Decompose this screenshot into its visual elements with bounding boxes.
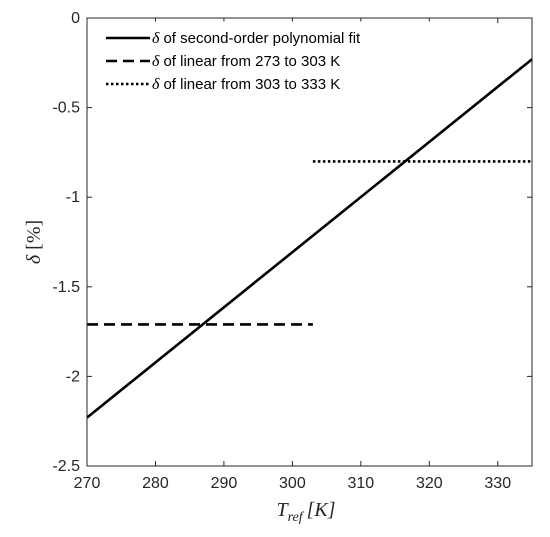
x-axis-label-unit: [K] [307,499,336,521]
y-tick-label: -2.5 [52,458,80,475]
legend-box [99,21,441,99]
x-tick-label: 270 [74,475,101,492]
legend-text: of linear from 303 to 333 K [163,76,340,93]
y-tick-label: -1 [66,189,80,206]
legend-symbol: δ [152,76,160,93]
x-axis-label-sub: ref [288,510,305,525]
legend-symbol: δ [152,30,160,47]
x-tick-label: 310 [347,475,374,492]
legend-symbol: δ [152,53,160,70]
y-tick-label: -2 [66,368,80,385]
legend-label-2: δ of linear from 273 to 303 K [152,53,340,70]
y-axis-label-symbol: δ [23,254,45,264]
legend-text: of second-order polynomial fit [163,30,361,47]
x-tick-label: 330 [484,475,511,492]
x-tick-label: 290 [211,475,238,492]
x-tick-label: 280 [142,475,169,492]
y-axis-label: δ [%] [23,220,45,264]
y-tick-label: -0.5 [52,100,80,117]
legend-text: of linear from 273 to 303 K [163,53,340,70]
legend-label-1: δ of second-order polynomial fit [152,30,361,47]
x-axis-label: Tref [K] [276,499,335,525]
x-tick-label: 320 [416,475,443,492]
y-tick-label: -1.5 [52,279,80,296]
series-layer [86,58,533,419]
y-tick-label: 0 [71,10,80,27]
plot-frame [86,17,533,467]
series-line-1 [86,58,533,419]
y-axis-label-unit: [%] [23,220,45,250]
x-tick-label: 300 [279,475,306,492]
legend-label-3: δ of linear from 303 to 333 K [152,76,340,93]
ticks-layer: 270 280 290 300 310 320 330 0 -0.5 -1 -1.5 -2 -2.5 [52,10,532,492]
x-axis-label-main: T [276,499,289,521]
